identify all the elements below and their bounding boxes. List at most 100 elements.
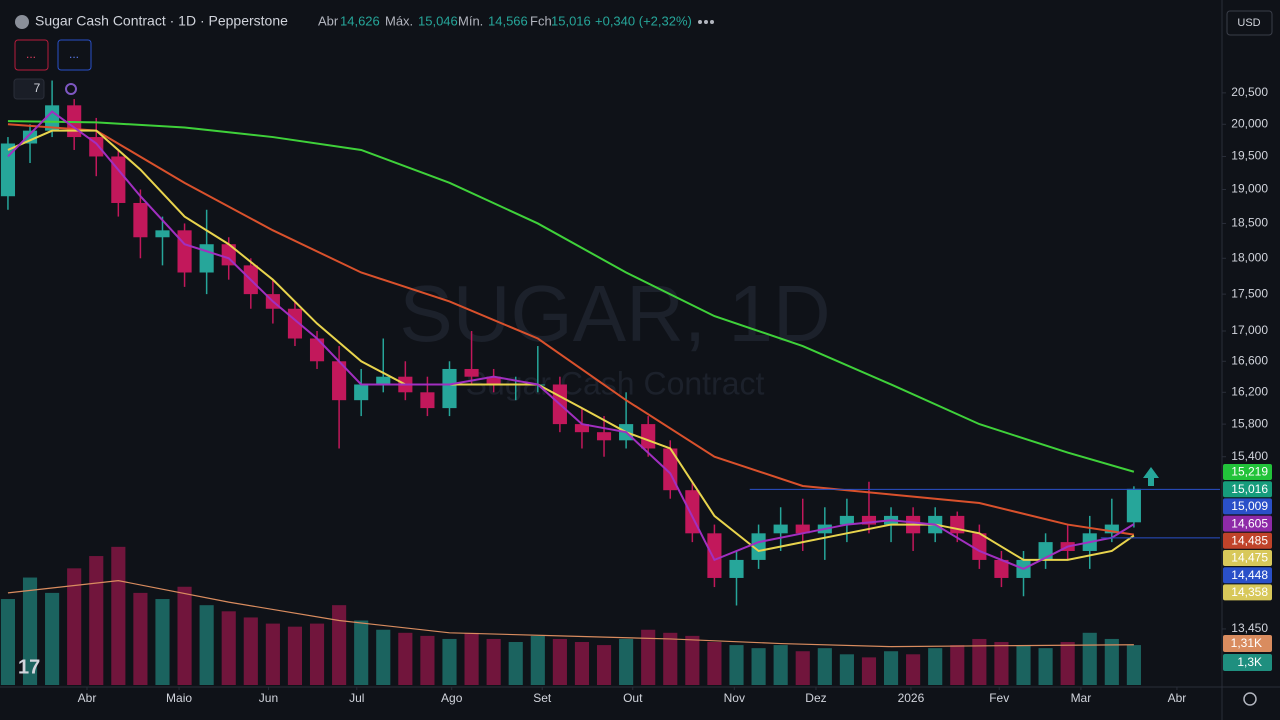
open-value: 14,626 <box>340 13 380 28</box>
volume-bar <box>45 592 60 685</box>
x-tick-label: Maio <box>166 691 192 705</box>
moving-average <box>7 120 1135 473</box>
volume-bar <box>177 586 192 685</box>
volume-bar <box>950 645 965 685</box>
more-menu[interactable] <box>698 20 714 24</box>
indicator-toggle[interactable] <box>13 78 45 100</box>
high-label: Máx. <box>385 13 413 28</box>
header: Sugar Cash Contract · 1D · Pepperstone A… <box>13 10 1273 706</box>
moving-average <box>7 110 1135 570</box>
volume-bar <box>243 617 258 685</box>
price-badge-label: 14,485 <box>1231 533 1268 547</box>
candle-body <box>442 368 457 409</box>
volume-bar <box>883 651 899 685</box>
volume-bar <box>1126 645 1141 685</box>
button-red-label: ... <box>26 47 36 61</box>
price-badge-label: 15,009 <box>1231 499 1268 513</box>
volume-bar <box>773 645 788 685</box>
x-tick-label: Jul <box>349 691 364 705</box>
logo: 17 <box>18 656 40 678</box>
candle-body <box>839 515 854 525</box>
volume-badge <box>1223 654 1272 671</box>
y-tick-label: 15,800 <box>1231 416 1268 430</box>
candle-body <box>861 515 877 525</box>
y-tick-label: 16,200 <box>1231 384 1268 398</box>
moving-average <box>7 129 1135 561</box>
button-blue[interactable] <box>57 39 92 71</box>
refresh-icon[interactable] <box>65 83 77 95</box>
candle-body <box>486 376 501 385</box>
candle-body <box>45 105 60 131</box>
volume-bar <box>464 632 479 685</box>
x-tick-label: Fev <box>989 691 1009 705</box>
volume-bar <box>861 657 877 685</box>
candle-body <box>1104 524 1119 534</box>
candle-body <box>420 392 435 409</box>
x-tick-label: Dez <box>805 691 826 705</box>
y-tick-label: 16,600 <box>1231 353 1268 367</box>
candle-body <box>221 244 236 266</box>
candle-body <box>155 230 170 238</box>
volume-bar <box>596 645 612 685</box>
y-tick-label: 15,400 <box>1231 449 1268 463</box>
price-badge-label: 15,219 <box>1231 465 1268 479</box>
volume-bar <box>67 568 82 685</box>
x-tick-label: Set <box>533 691 552 705</box>
high-value: 15,046 <box>418 13 458 28</box>
x-tick-label: Abr <box>78 691 97 705</box>
price-badge <box>1223 515 1272 532</box>
x-tick-label: Ago <box>441 691 463 705</box>
currency-button[interactable] <box>1226 10 1273 36</box>
price-badge <box>1223 550 1272 566</box>
volume-bar <box>265 623 280 685</box>
volume-badge-label: 1,31K <box>1231 636 1262 650</box>
candle-body <box>133 202 148 238</box>
volume-bar <box>817 648 832 685</box>
watermark-symbol: SUGAR, 1D <box>399 269 830 358</box>
price-badge <box>1223 481 1272 498</box>
volume-bar <box>685 635 700 685</box>
open-label: Abr <box>318 13 339 28</box>
volume-bar <box>354 620 369 685</box>
candle-body <box>0 143 16 197</box>
moving-average <box>7 123 1135 536</box>
volume-bar <box>906 654 921 685</box>
change-value: +0,340 (+2,32%) <box>595 13 692 28</box>
volume-bar <box>486 638 501 685</box>
price-badge-label: 15,016 <box>1231 482 1268 496</box>
volume-bar <box>574 642 590 685</box>
candle-body <box>111 156 126 203</box>
candle-body <box>332 361 347 401</box>
y-tick-label: 18,500 <box>1231 216 1268 230</box>
candle-body <box>773 524 788 534</box>
volume-bar <box>398 632 413 685</box>
volume-bar <box>199 605 214 685</box>
volume-bar <box>839 654 854 685</box>
symbol-title[interactable]: Sugar Cash Contract · 1D · Pepperstone <box>35 13 288 29</box>
candle-body <box>641 424 656 449</box>
price-badge <box>1223 584 1272 601</box>
y-tick-label: 13,450 <box>1231 621 1268 635</box>
volume-bar <box>1038 648 1053 685</box>
candle-body <box>309 338 325 362</box>
volume-bar <box>1060 642 1075 685</box>
volume-bar <box>619 638 634 685</box>
button-red[interactable] <box>14 39 49 71</box>
volume-bar <box>287 626 303 685</box>
y-tick-label: 17,500 <box>1231 286 1268 300</box>
settings-icon[interactable] <box>1243 692 1257 706</box>
currency-label: USD <box>1237 17 1260 29</box>
y-tick-label: 19,500 <box>1231 149 1268 163</box>
volume-bar <box>89 556 104 685</box>
x-tick-label: Abr <box>1168 691 1187 705</box>
low-value: 14,566 <box>488 13 528 28</box>
candle-body <box>751 533 766 560</box>
volume-bar <box>0 599 16 685</box>
volume-bar <box>1104 638 1119 685</box>
volume-bar <box>795 651 810 685</box>
volume-bar <box>641 629 656 685</box>
volume-bar <box>508 642 523 685</box>
